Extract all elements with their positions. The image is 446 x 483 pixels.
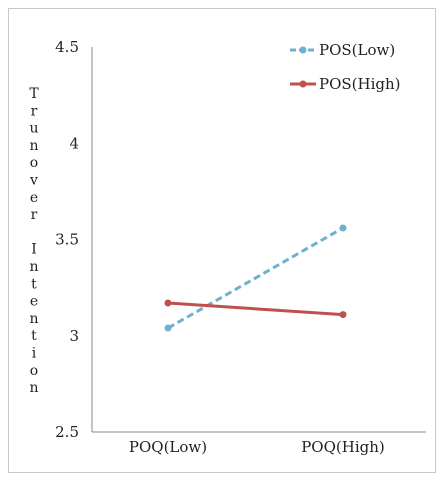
y-tick-label: 3 — [69, 327, 79, 345]
y-axis-title-char: n — [29, 259, 38, 275]
series-line — [167, 226, 344, 330]
y-axis-title-char: u — [29, 121, 38, 137]
legend: POS(Low) POS(High) — [290, 41, 401, 93]
y-axis-title-char: i — [32, 346, 37, 362]
legend-label: POS(Low) — [319, 41, 395, 59]
y-axis-title-char: t — [31, 276, 37, 292]
x-tick-label: POQ(Low) — [129, 438, 207, 456]
y-axis-title-char — [32, 224, 36, 240]
y-tick-labels: 2.5 3 3.5 4 4.5 — [55, 38, 79, 441]
legend-marker — [299, 46, 307, 54]
y-tick-label: 4.5 — [55, 38, 79, 56]
y-axis-title-char: v — [29, 173, 38, 189]
data-point — [164, 324, 172, 332]
chart-frame — [8, 8, 436, 473]
y-tick-label: 4 — [69, 134, 79, 152]
y-axis-title-char: o — [30, 155, 38, 171]
y-axis-title-char: t — [31, 328, 37, 344]
legend-label: POS(High) — [319, 75, 401, 93]
y-axis-title-char: o — [30, 363, 38, 379]
data-point — [164, 299, 172, 307]
y-axis-title-char: r — [31, 207, 38, 223]
y-axis-title-char: r — [31, 103, 38, 119]
y-axis-title-char: I — [31, 242, 37, 258]
y-axis-title-char: n — [29, 138, 38, 154]
data-point — [339, 311, 347, 319]
x-tick-labels: POQ(Low) POQ(High) — [129, 438, 385, 456]
y-axis-title-char: T — [29, 86, 39, 102]
data-point — [339, 224, 347, 232]
legend-marker — [299, 80, 307, 88]
series-line — [167, 301, 344, 317]
series-layer — [164, 224, 347, 332]
y-axis-title-char: e — [30, 294, 38, 310]
y-tick-label: 3.5 — [55, 231, 79, 249]
y-axis-title-char: e — [30, 190, 38, 206]
y-tick-label: 2.5 — [55, 423, 79, 441]
y-axis-title-char: n — [29, 311, 38, 327]
y-axis-title-char: n — [29, 380, 38, 396]
x-tick-label: POQ(High) — [301, 438, 385, 456]
